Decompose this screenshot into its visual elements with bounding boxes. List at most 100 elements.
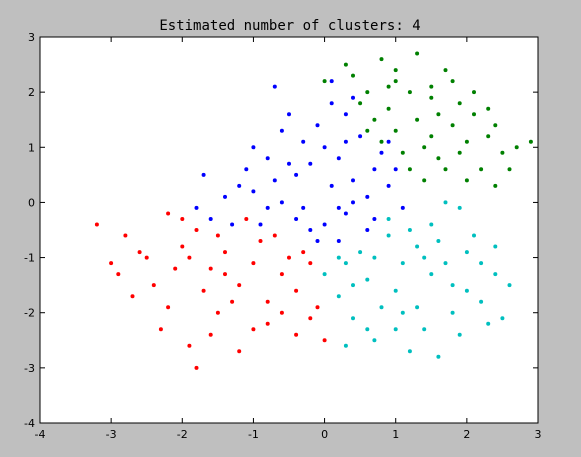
data-point: [472, 233, 476, 238]
data-point: [507, 167, 512, 172]
data-point: [294, 217, 299, 221]
data-point: [308, 161, 313, 166]
data-point: [429, 222, 434, 227]
data-point: [343, 343, 348, 348]
data-point: [486, 321, 491, 326]
y-tick-label: -4: [24, 417, 35, 430]
data-point: [464, 250, 469, 255]
data-point: [351, 316, 355, 321]
data-points-layer: [94, 51, 533, 370]
data-point: [308, 228, 313, 232]
series-3: [322, 200, 512, 359]
data-point: [493, 244, 498, 249]
data-point: [194, 205, 199, 210]
data-point: [493, 123, 498, 128]
data-point: [472, 90, 476, 95]
data-point: [351, 283, 355, 288]
data-point: [379, 57, 384, 62]
data-point: [343, 261, 348, 266]
data-point: [351, 95, 355, 100]
data-point: [244, 167, 249, 172]
data-point: [279, 272, 284, 277]
data-point: [429, 272, 434, 277]
data-point: [336, 239, 341, 243]
data-point: [422, 145, 427, 150]
plot-frame: [39, 36, 539, 424]
data-point: [393, 327, 398, 332]
data-point: [436, 239, 441, 243]
data-point: [528, 139, 533, 144]
data-point: [386, 217, 391, 221]
data-point: [429, 84, 434, 89]
x-tick-label: -1: [248, 428, 259, 441]
x-tick-label: 2: [463, 428, 470, 441]
data-point: [457, 150, 462, 155]
data-point: [322, 79, 327, 84]
chart-title: Estimated number of clusters: 4: [159, 18, 420, 34]
data-point: [372, 255, 377, 260]
data-point: [493, 183, 498, 188]
data-point: [379, 139, 384, 144]
data-point: [287, 112, 291, 117]
data-point: [336, 156, 341, 161]
data-point: [479, 167, 484, 172]
data-point: [393, 288, 398, 293]
data-point: [223, 194, 227, 199]
data-point: [244, 217, 249, 221]
data-point: [507, 283, 512, 288]
data-point: [386, 233, 391, 238]
data-point: [479, 261, 484, 266]
data-point: [308, 261, 313, 266]
y-tick-label: -1: [24, 252, 35, 265]
data-point: [265, 299, 270, 304]
data-point: [443, 167, 448, 172]
data-point: [265, 321, 270, 326]
data-point: [393, 68, 398, 73]
data-point: [386, 84, 391, 89]
data-point: [443, 261, 448, 266]
data-point: [464, 139, 469, 144]
data-point: [443, 68, 448, 73]
data-point: [294, 332, 299, 337]
data-point: [514, 145, 519, 150]
data-point: [400, 261, 405, 266]
data-point: [230, 222, 235, 227]
y-tick-label: 1: [28, 141, 35, 154]
data-point: [436, 112, 441, 117]
data-point: [187, 343, 192, 348]
data-point: [315, 239, 320, 243]
data-point: [301, 250, 306, 255]
data-point: [365, 128, 370, 133]
data-point: [116, 272, 121, 277]
data-point: [173, 266, 178, 271]
data-point: [429, 95, 434, 100]
data-point: [336, 255, 341, 260]
data-point: [201, 172, 206, 177]
x-tick-label: 0: [321, 428, 328, 441]
data-point: [208, 332, 213, 337]
data-point: [158, 327, 163, 332]
data-point: [386, 139, 391, 144]
data-point: [407, 167, 412, 172]
data-point: [223, 250, 227, 255]
data-point: [464, 178, 469, 183]
data-point: [365, 327, 370, 332]
data-point: [94, 222, 99, 227]
data-point: [415, 117, 420, 122]
data-point: [372, 167, 377, 172]
data-point: [365, 228, 370, 232]
data-point: [166, 211, 171, 216]
data-point: [180, 217, 185, 221]
data-point: [294, 172, 299, 177]
data-point: [365, 194, 370, 199]
data-point: [464, 288, 469, 293]
data-point: [137, 250, 142, 255]
data-point: [407, 228, 412, 232]
data-point: [358, 250, 363, 255]
x-tick-label: -2: [177, 428, 188, 441]
data-point: [365, 277, 370, 282]
x-tick-label: 3: [535, 428, 542, 441]
data-point: [336, 294, 341, 299]
data-point: [180, 244, 185, 249]
data-point: [379, 305, 384, 310]
